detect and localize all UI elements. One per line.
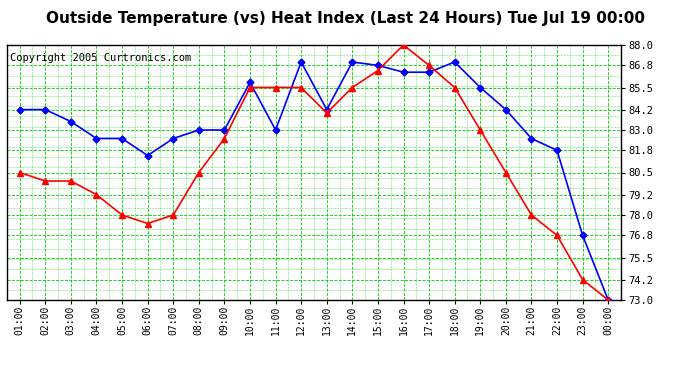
Text: Copyright 2005 Curtronics.com: Copyright 2005 Curtronics.com xyxy=(10,53,191,63)
Text: Outside Temperature (vs) Heat Index (Last 24 Hours) Tue Jul 19 00:00: Outside Temperature (vs) Heat Index (Las… xyxy=(46,11,644,26)
